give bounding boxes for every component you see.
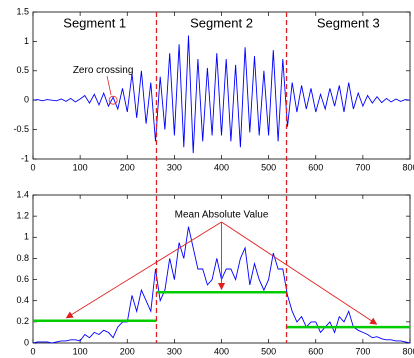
x-tick-label: 700 [355, 162, 370, 172]
y-tick-label: 0.8 [16, 253, 29, 263]
x-tick-label: 300 [167, 346, 182, 356]
y-tick-label: 0.5 [16, 65, 29, 75]
x-tick-label: 500 [261, 162, 276, 172]
zero-crossing-marker [108, 95, 118, 105]
segment-label: Segment 1 [63, 15, 126, 30]
mean-arrow [65, 221, 222, 319]
x-tick-label: 300 [167, 162, 182, 172]
y-tick-label: 0 [24, 95, 29, 105]
y-tick-label: 1 [24, 232, 29, 242]
y-tick-label: -1 [21, 153, 29, 163]
y-tick-label: 0.6 [16, 274, 29, 284]
x-tick-label: 200 [120, 346, 135, 356]
segment-label: Segment 2 [190, 15, 253, 30]
x-tick-label: 500 [261, 346, 276, 356]
mean-annotation: Mean Absolute Value [175, 210, 269, 221]
x-tick-label: 800 [402, 162, 414, 172]
x-tick-label: 100 [73, 162, 88, 172]
y-tick-label: 1 [24, 36, 29, 46]
y-tick-label: 1.5 [16, 6, 29, 16]
y-tick-label: -0.5 [13, 124, 29, 134]
y-tick-label: 1.2 [16, 211, 29, 221]
zero-crossing-pointer [106, 76, 112, 96]
plot-area [32, 11, 411, 160]
y-tick-label: 0 [24, 337, 29, 347]
x-tick-label: 600 [308, 162, 323, 172]
x-tick-label: 800 [402, 346, 414, 356]
y-tick-label: 0.2 [16, 316, 29, 326]
segment-label: Segment 3 [317, 15, 380, 30]
x-tick-label: 0 [30, 346, 35, 356]
x-tick-label: 0 [30, 162, 35, 172]
x-tick-label: 100 [73, 346, 88, 356]
mean-arrow [221, 221, 378, 325]
signal-line [32, 35, 411, 154]
y-tick-label: 0.4 [16, 295, 29, 305]
zero-crossing-label: Zero crossing [73, 65, 134, 76]
x-tick-label: 400 [214, 162, 229, 172]
x-tick-label: 400 [214, 346, 229, 356]
x-tick-label: 200 [120, 162, 135, 172]
x-tick-label: 600 [308, 346, 323, 356]
y-tick-label: 1.4 [16, 189, 29, 199]
x-tick-label: 700 [355, 346, 370, 356]
